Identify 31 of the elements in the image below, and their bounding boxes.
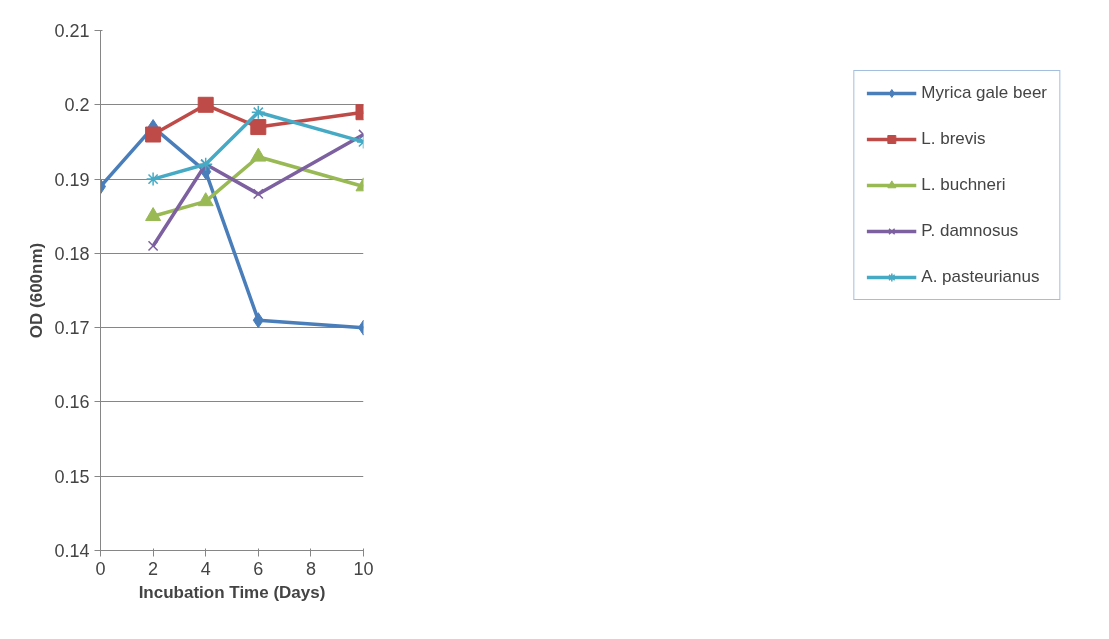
- point: [145, 207, 162, 222]
- x-tick-label: 4: [200, 558, 211, 579]
- y-tick-label: 0.14: [54, 541, 90, 561]
- legend-label: Myrica gale beer: [921, 83, 1047, 103]
- point: [250, 119, 267, 136]
- x-axis-title: Incubation Time (Days): [138, 582, 326, 602]
- y-tick-label: 0.18: [54, 243, 90, 264]
- x-tick-label: 0: [95, 558, 106, 579]
- y-tick-label: 0.19: [54, 169, 90, 190]
- y-tick-label: 0.21: [54, 21, 90, 41]
- y-axis-title: OD (600nm): [27, 242, 47, 339]
- y-tick-label: 0.16: [54, 392, 90, 413]
- legend-label: P. damnosus: [921, 221, 1019, 241]
- x-tick-label: 10: [353, 558, 374, 579]
- y-tick-label: 0.2: [64, 95, 90, 116]
- point: [197, 192, 214, 207]
- x-tick-label: 2: [148, 558, 159, 579]
- x-tick-label: 8: [305, 558, 316, 579]
- point: [252, 312, 264, 329]
- y-tick-label: 0.15: [54, 466, 90, 487]
- point: [145, 171, 161, 187]
- point: [251, 104, 266, 120]
- y-tick-label: 0.17: [54, 318, 90, 339]
- point: [147, 240, 159, 252]
- point: [145, 126, 162, 143]
- legend-label: L. buchneri: [921, 175, 1006, 195]
- point: [252, 188, 264, 200]
- x-tick-label: 6: [253, 558, 264, 579]
- legend-label: L. brevis: [921, 129, 986, 149]
- point: [197, 96, 214, 113]
- legend-label: A. pasteurianus: [921, 267, 1040, 287]
